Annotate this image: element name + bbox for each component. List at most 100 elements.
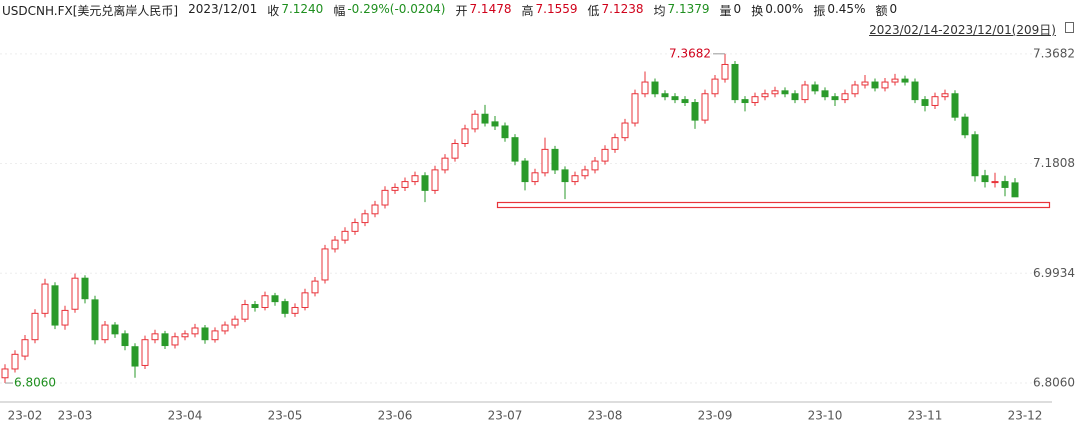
candle-body xyxy=(941,93,949,98)
candle-body xyxy=(91,299,99,341)
candle-body xyxy=(631,93,639,124)
candle-body xyxy=(371,204,379,215)
date-range[interactable]: 2023/02/14-2023/12/01(209日) xyxy=(869,23,1056,37)
field-label: 量 xyxy=(719,4,732,18)
symbol: USDCNH.FX[美元兑离岸人民币] xyxy=(2,4,179,18)
candle-body xyxy=(931,96,939,106)
candle-body xyxy=(621,122,629,139)
candle-body xyxy=(11,353,19,370)
x-tick-label: 23-04 xyxy=(168,409,203,423)
field-value: 0.45% xyxy=(827,2,866,16)
candle-body xyxy=(861,81,869,86)
field-label: 振 xyxy=(813,4,826,18)
candle-body xyxy=(401,181,409,188)
candle-body xyxy=(971,134,979,177)
min-label: 6.8060 xyxy=(14,376,56,390)
candle-body xyxy=(1001,181,1009,188)
candle-body xyxy=(341,230,349,241)
candle-body xyxy=(1,368,9,379)
settings-icon[interactable] xyxy=(1065,22,1074,33)
candle-body xyxy=(951,93,959,118)
candle-body xyxy=(1011,182,1019,198)
candle-body xyxy=(241,304,249,320)
candle-body xyxy=(911,81,919,101)
candle-body xyxy=(891,78,899,83)
candle-body xyxy=(511,137,519,162)
field-value: 7.1238 xyxy=(601,2,644,16)
candle-body xyxy=(441,157,449,171)
candle-body xyxy=(471,113,479,130)
candle-body xyxy=(291,306,299,314)
x-tick-label: 23-12 xyxy=(1008,409,1043,423)
field-value: 0.00% xyxy=(765,2,804,16)
candle-body xyxy=(901,78,909,83)
candle-body xyxy=(691,102,699,121)
candle-body xyxy=(521,160,529,183)
candle-body xyxy=(921,99,929,106)
y-tick-label: 7.1808 xyxy=(1033,156,1075,170)
date: 2023/12/01 xyxy=(188,2,258,16)
x-tick-label: 23-11 xyxy=(908,409,943,423)
candle-body xyxy=(381,189,389,206)
field-label: 换 xyxy=(751,4,764,18)
candle-body xyxy=(651,81,659,95)
candle-body xyxy=(101,324,109,341)
candle-body xyxy=(741,99,749,104)
candle-body xyxy=(71,277,79,310)
candle-body xyxy=(571,175,579,183)
field-label: 收 xyxy=(267,4,280,18)
candle-body xyxy=(681,99,689,104)
candle-body xyxy=(581,169,589,177)
candle-body xyxy=(81,277,89,300)
candle-body xyxy=(671,96,679,101)
candle-body xyxy=(331,239,339,250)
field-label: 低 xyxy=(587,4,600,18)
x-tick-label: 23-03 xyxy=(58,409,93,423)
candle-body xyxy=(701,93,709,121)
field-label: 均 xyxy=(653,4,666,18)
candle-body xyxy=(761,93,769,98)
candle-body xyxy=(41,283,49,314)
candle-body xyxy=(851,84,859,95)
candle-body xyxy=(231,318,239,326)
field-label: 开 xyxy=(455,4,468,18)
candle-body xyxy=(431,169,439,191)
candle-body xyxy=(841,93,849,101)
x-tick-label: 23-08 xyxy=(588,409,623,423)
candle-body xyxy=(541,148,549,174)
candle-body xyxy=(881,81,889,89)
field-value: 7.1379 xyxy=(667,2,710,16)
candle-body xyxy=(981,175,989,183)
candle-body xyxy=(151,333,159,341)
field-value: -0.29%(-0.0204) xyxy=(347,2,446,16)
candle-body xyxy=(421,175,429,191)
candle-body xyxy=(21,339,29,357)
candle-body xyxy=(351,222,359,232)
candle-body xyxy=(731,63,739,101)
candle-body xyxy=(251,304,259,308)
y-tick-label: 6.9934 xyxy=(1033,266,1075,280)
candle-body xyxy=(411,175,419,183)
candle-body xyxy=(301,292,309,308)
candle-body xyxy=(461,128,469,145)
candle-body xyxy=(191,327,199,335)
candle-body xyxy=(361,213,369,224)
candle-body xyxy=(311,280,319,294)
candle-body xyxy=(811,84,819,92)
field-label: 额 xyxy=(875,4,888,18)
candle-body xyxy=(271,295,279,303)
x-tick-label: 23-06 xyxy=(378,409,413,423)
candle-body xyxy=(961,116,969,136)
candle-body xyxy=(31,312,39,341)
candle-body xyxy=(261,295,269,308)
x-tick-label: 23-02 xyxy=(8,409,43,423)
x-tick-label: 23-09 xyxy=(698,409,733,423)
candle-body xyxy=(391,186,399,191)
candle-body xyxy=(661,93,669,98)
candle-body xyxy=(751,96,759,104)
max-label: 7.3682 xyxy=(669,46,711,60)
x-tick-label: 23-07 xyxy=(488,409,523,423)
candle-body xyxy=(121,333,129,347)
